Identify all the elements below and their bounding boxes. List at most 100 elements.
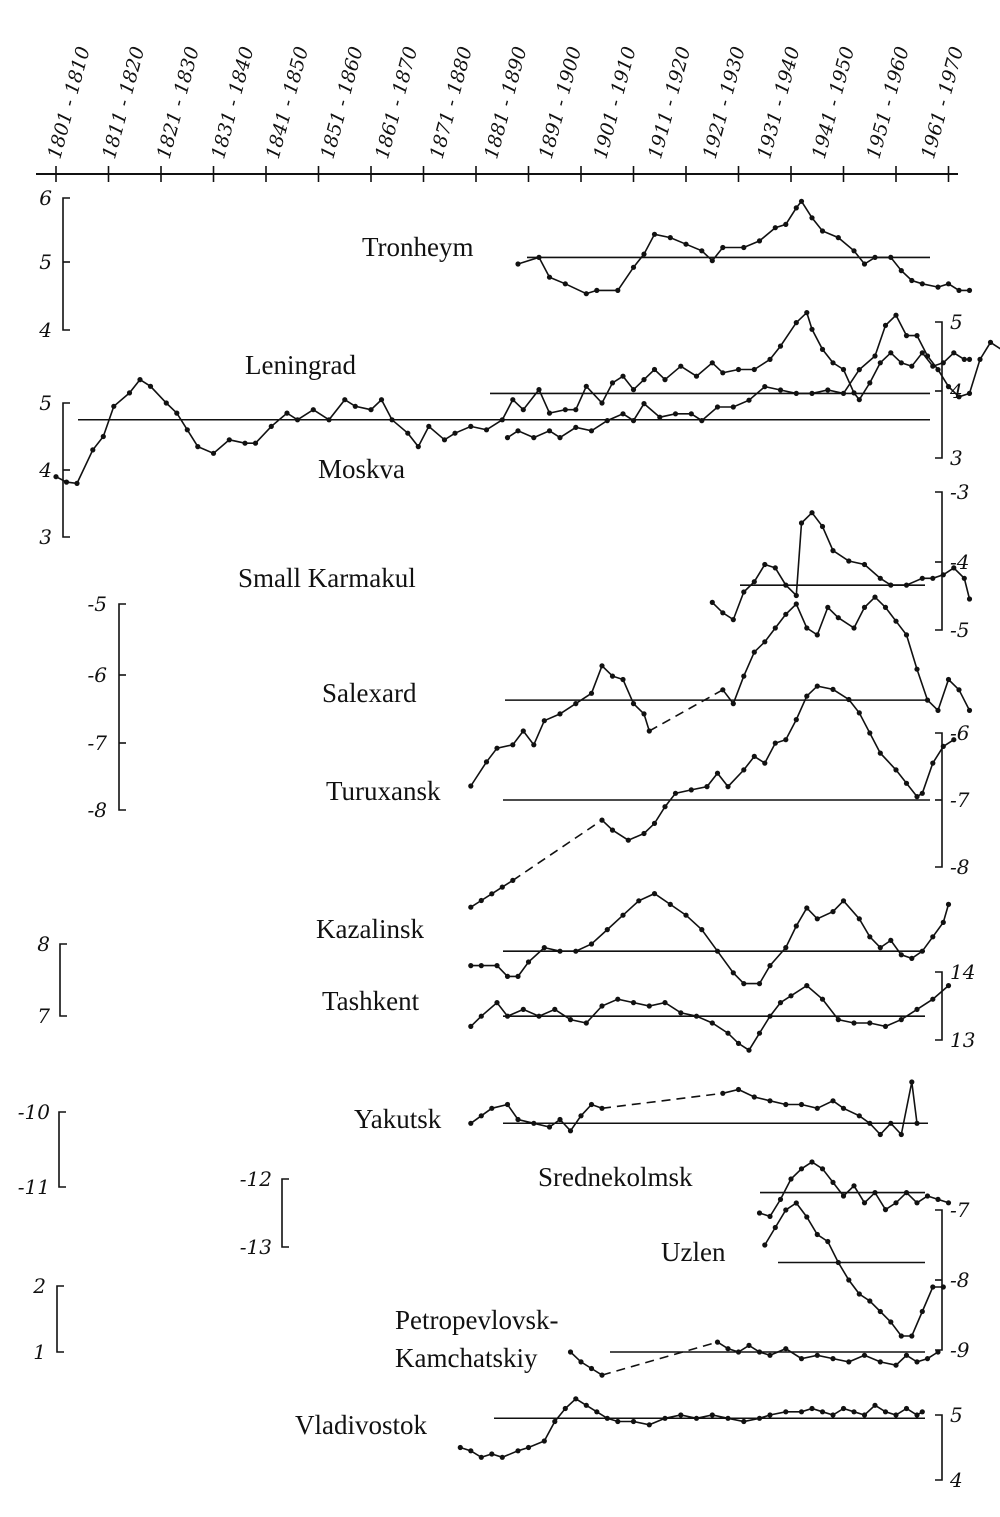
- data-point: [725, 1415, 731, 1421]
- data-point: [730, 970, 736, 976]
- data-point: [793, 717, 799, 723]
- data-point: [945, 1200, 952, 1206]
- data-point: [678, 1010, 684, 1016]
- data-point: [882, 604, 889, 611]
- series-line: [722, 595, 971, 712]
- data-point: [898, 1017, 904, 1023]
- data-point: [588, 1101, 595, 1108]
- data-point: [888, 937, 894, 944]
- data-point: [914, 1359, 920, 1365]
- data-point: [830, 360, 836, 366]
- data-point: [819, 1409, 826, 1415]
- data-point: [877, 1359, 883, 1365]
- data-point: [793, 205, 799, 211]
- data-point: [888, 582, 894, 588]
- data-point: [426, 423, 432, 429]
- data-point: [877, 1308, 883, 1315]
- data-point: [515, 428, 521, 434]
- data-point: [578, 1113, 584, 1119]
- data-point: [919, 1308, 925, 1315]
- data-point: [615, 287, 621, 293]
- data-point: [940, 919, 946, 926]
- data-point: [861, 604, 868, 611]
- station-label-uzlen: Uzlen: [661, 1237, 726, 1267]
- gap-segment: [601, 1092, 723, 1110]
- data-point: [809, 1159, 815, 1165]
- data-point: [504, 1013, 511, 1019]
- data-point: [489, 891, 495, 897]
- data-point: [903, 780, 910, 786]
- data-point: [840, 390, 847, 396]
- data-point: [594, 1409, 600, 1415]
- data-point: [756, 981, 763, 987]
- data-point: [699, 927, 705, 933]
- data-point: [641, 377, 647, 383]
- data-point: [830, 1356, 836, 1362]
- data-point: [882, 1207, 889, 1213]
- decade-tick-label: 1951 - 1960: [863, 44, 914, 161]
- data-point: [830, 1412, 836, 1418]
- data-point: [966, 596, 973, 602]
- data-point: [882, 322, 889, 328]
- data-point: [588, 941, 595, 947]
- data-point: [924, 1193, 931, 1199]
- data-point: [819, 346, 826, 352]
- series-petropevlovsk-kamchatskiy: [567, 1339, 941, 1378]
- data-point: [504, 1101, 511, 1108]
- data-point: [641, 711, 647, 717]
- data-point: [688, 411, 694, 417]
- data-point: [893, 1200, 899, 1206]
- series-line: [711, 511, 971, 621]
- data-point: [898, 360, 904, 366]
- data-point: [583, 1020, 589, 1026]
- data-point: [867, 1298, 873, 1304]
- data-point: [961, 575, 967, 581]
- data-point: [294, 417, 301, 423]
- data-point: [483, 427, 490, 433]
- scale-tick-label: 4: [38, 318, 52, 342]
- data-point: [478, 1013, 484, 1019]
- series-uzlen: [762, 1200, 946, 1339]
- data-point: [830, 686, 836, 693]
- station-label-petropevlovsk-kamchatskiy: Petropevlovsk- Kamchatskiy: [395, 1305, 558, 1373]
- data-point: [678, 363, 684, 369]
- data-point: [914, 666, 920, 672]
- scale-bracket: [935, 491, 943, 631]
- data-point: [935, 1196, 941, 1202]
- data-point: [588, 690, 595, 696]
- data-point: [783, 1207, 789, 1213]
- data-point: [966, 390, 973, 396]
- data-point: [856, 1113, 862, 1119]
- data-point: [903, 632, 910, 638]
- data-point: [951, 737, 957, 743]
- data-point: [741, 981, 747, 987]
- data-point: [924, 353, 931, 359]
- data-point: [809, 390, 815, 396]
- data-point: [468, 783, 474, 789]
- series-line: [470, 984, 950, 1052]
- data-point: [552, 1418, 558, 1425]
- data-point: [541, 945, 547, 951]
- series-small-karmakul: [709, 510, 973, 623]
- data-point: [861, 261, 868, 267]
- data-point: [851, 1020, 857, 1026]
- data-point: [630, 701, 637, 707]
- data-point: [636, 898, 642, 904]
- data-point: [919, 1409, 925, 1415]
- scale-bracket: [935, 321, 943, 459]
- data-point: [840, 1193, 847, 1199]
- data-point: [777, 387, 784, 393]
- series-leningrad: [53, 310, 973, 486]
- data-point: [909, 955, 915, 962]
- data-point: [777, 1196, 784, 1202]
- data-point: [609, 827, 616, 833]
- series-line: [722, 1081, 918, 1137]
- data-point: [767, 1013, 773, 1019]
- data-point: [730, 404, 736, 410]
- data-point: [872, 353, 878, 359]
- scale-tick-label: -4: [950, 550, 969, 574]
- data-point: [725, 1346, 731, 1352]
- data-point: [945, 676, 952, 683]
- station-label-tashkent: Tashkent: [322, 986, 420, 1016]
